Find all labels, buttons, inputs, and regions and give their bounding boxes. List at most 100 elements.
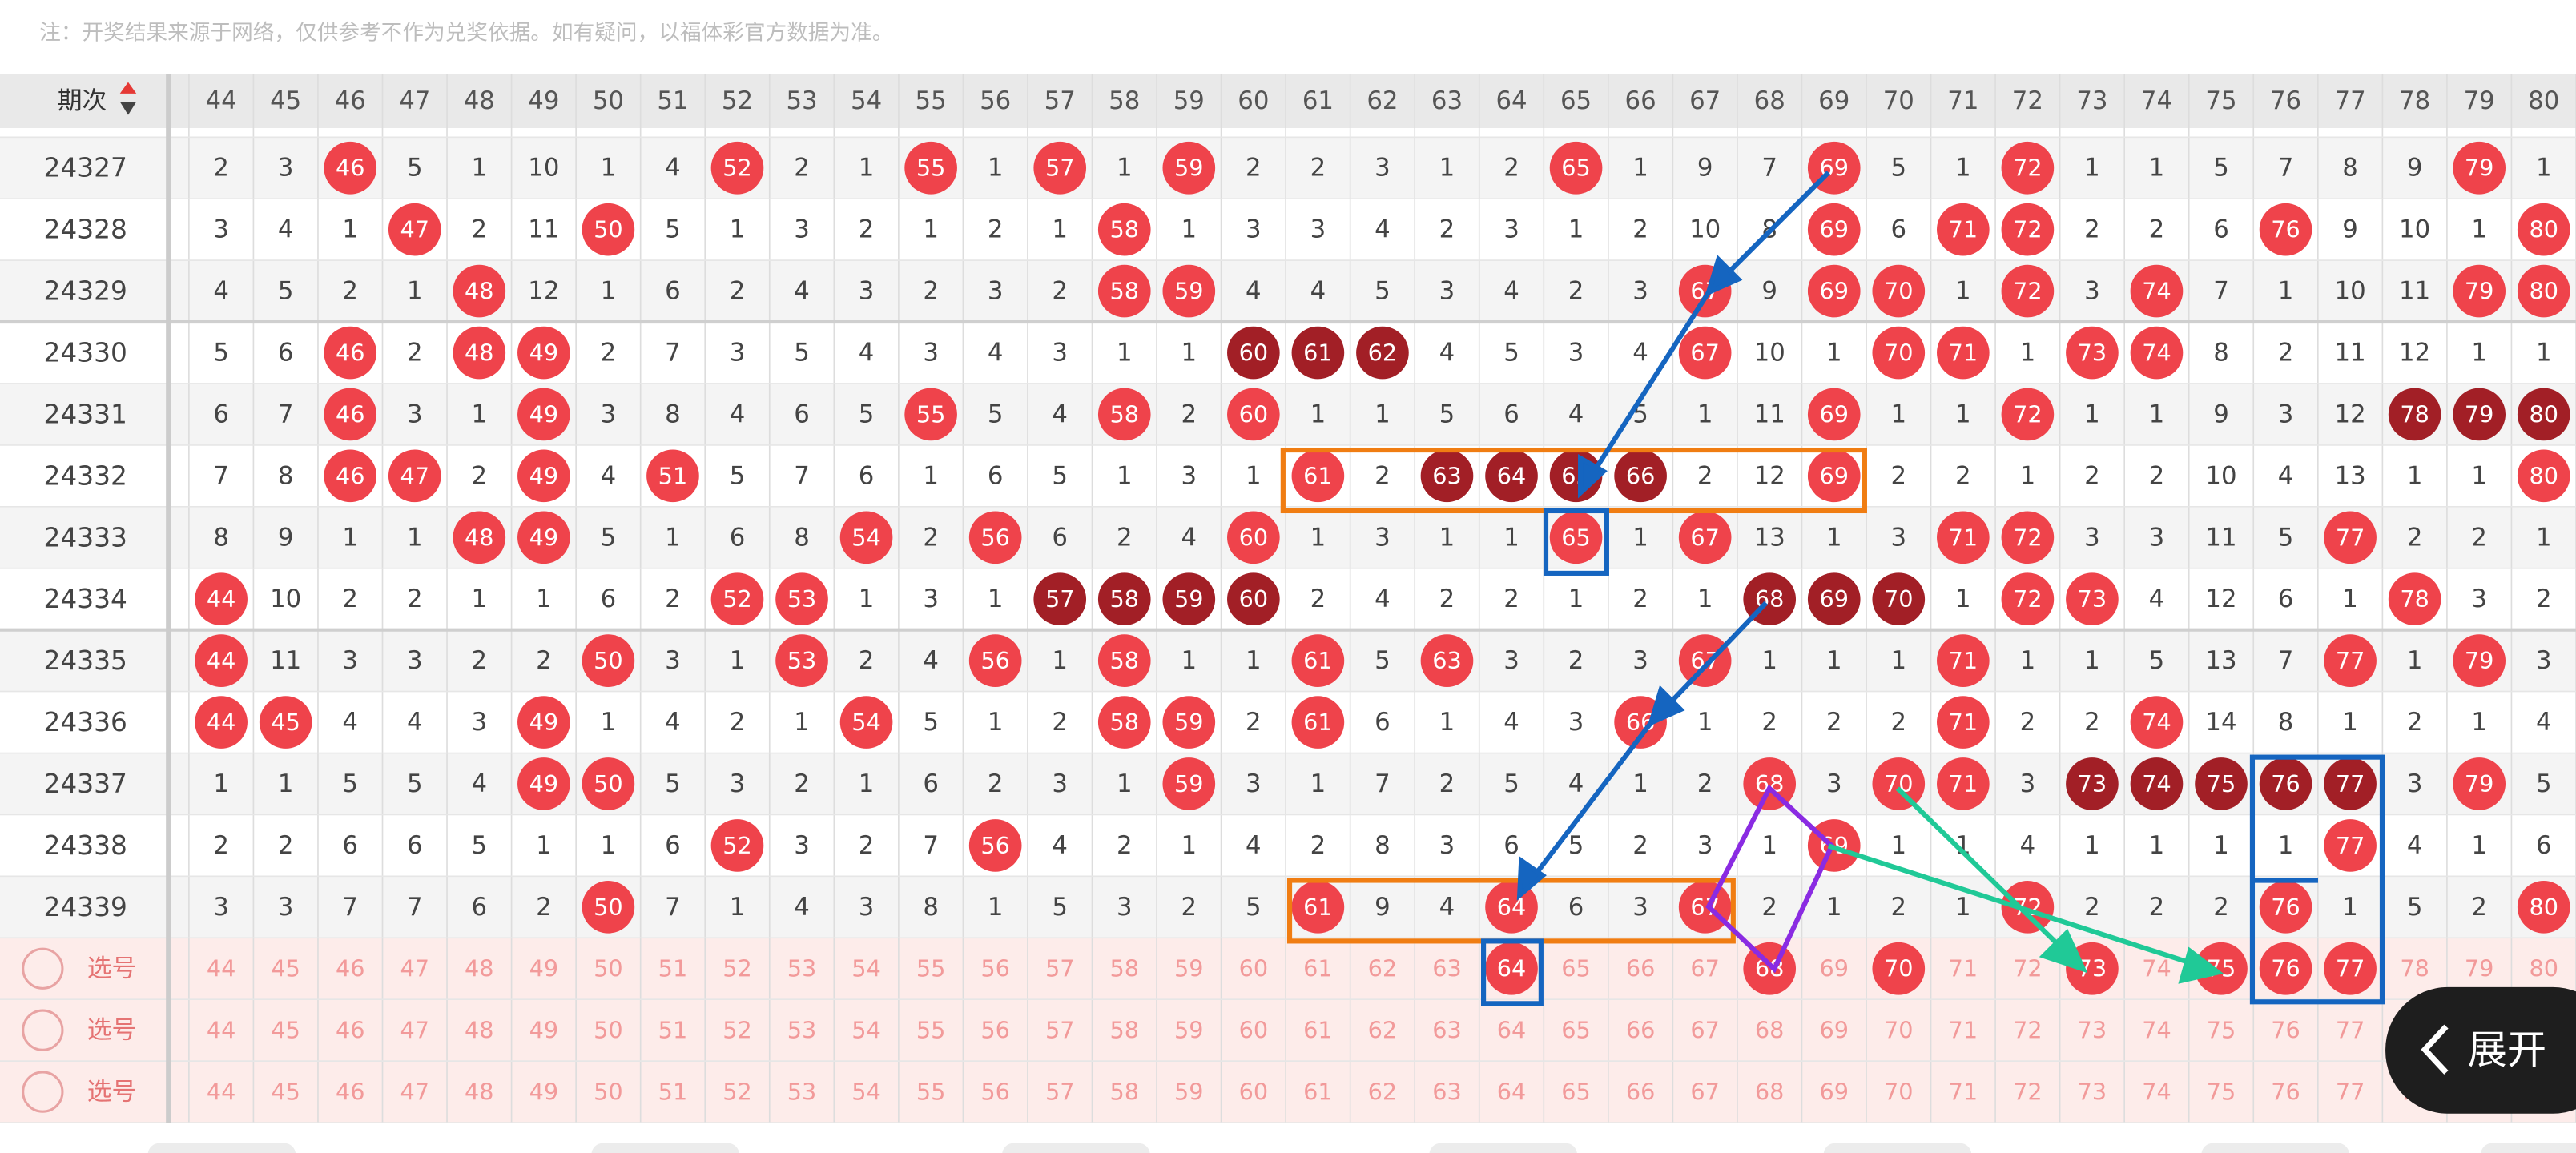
- select-number[interactable]: 72: [2013, 955, 2043, 982]
- select-number[interactable]: 66: [1626, 955, 1656, 982]
- select-number[interactable]: 57: [1045, 1079, 1075, 1106]
- select-number[interactable]: 67: [1690, 1017, 1720, 1044]
- select-number[interactable]: 45: [271, 1079, 300, 1106]
- select-number[interactable]: 60: [1239, 1017, 1269, 1044]
- expand-label[interactable]: 展开: [2468, 1026, 2546, 1073]
- select-number[interactable]: 76: [2271, 1017, 2300, 1044]
- select-number[interactable]: 45: [271, 1017, 300, 1044]
- select-number[interactable]: 75: [2207, 1079, 2236, 1106]
- select-number[interactable]: 49: [529, 1079, 559, 1106]
- select-number[interactable]: 51: [658, 1079, 688, 1106]
- select-number[interactable]: 49: [529, 955, 559, 982]
- select-number[interactable]: 74: [2142, 955, 2171, 982]
- select-number[interactable]: 47: [400, 1017, 430, 1044]
- select-number[interactable]: 74: [2142, 1079, 2171, 1106]
- select-number[interactable]: 48: [465, 955, 494, 982]
- select-number[interactable]: 58: [1109, 955, 1139, 982]
- select-number[interactable]: 58: [1109, 1079, 1139, 1106]
- select-number[interactable]: 59: [1174, 1017, 1204, 1044]
- select-number[interactable]: 47: [400, 1079, 430, 1106]
- select-number[interactable]: 70: [1884, 1079, 1914, 1106]
- select-number[interactable]: 51: [658, 1017, 688, 1044]
- select-number[interactable]: 46: [336, 955, 365, 982]
- select-number[interactable]: 72: [2013, 1079, 2043, 1106]
- select-number[interactable]: 69: [1819, 1017, 1849, 1044]
- select-number[interactable]: 77: [2336, 1017, 2365, 1044]
- select-number[interactable]: 79: [2465, 955, 2494, 982]
- select-number[interactable]: 64: [1497, 1017, 1527, 1044]
- select-number[interactable]: 66: [1626, 1017, 1656, 1044]
- select-number[interactable]: 44: [207, 1017, 236, 1044]
- select-number[interactable]: 48: [465, 1079, 494, 1106]
- select-number[interactable]: 46: [336, 1017, 365, 1044]
- select-number[interactable]: 53: [787, 1079, 817, 1106]
- select-number[interactable]: 69: [1819, 1079, 1849, 1106]
- select-number[interactable]: 75: [2207, 1017, 2236, 1044]
- select-number[interactable]: 68: [1755, 1017, 1785, 1044]
- select-number[interactable]: 61: [1303, 1017, 1333, 1044]
- select-number[interactable]: 60: [1239, 955, 1269, 982]
- select-number[interactable]: 76: [2259, 942, 2312, 995]
- select-number[interactable]: 62: [1368, 1079, 1398, 1106]
- select-number[interactable]: 68: [1755, 1079, 1785, 1106]
- select-number[interactable]: 58: [1109, 1017, 1139, 1044]
- select-number[interactable]: 65: [1561, 1017, 1591, 1044]
- select-number[interactable]: 64: [1497, 1079, 1527, 1106]
- select-number[interactable]: 64: [1485, 942, 1538, 995]
- select-number[interactable]: 70: [1884, 1017, 1914, 1044]
- select-number[interactable]: 54: [851, 1079, 881, 1106]
- select-number[interactable]: 56: [980, 1017, 1010, 1044]
- select-number[interactable]: 62: [1368, 955, 1398, 982]
- select-number[interactable]: 66: [1626, 1079, 1656, 1106]
- select-number[interactable]: 80: [2529, 955, 2558, 982]
- select-number[interactable]: 45: [271, 955, 300, 982]
- select-number[interactable]: 71: [1949, 955, 1978, 982]
- select-number[interactable]: 71: [1949, 1079, 1978, 1106]
- select-number[interactable]: 57: [1045, 955, 1075, 982]
- select-number[interactable]: 50: [594, 1079, 623, 1106]
- expand-button-bg[interactable]: [2385, 986, 2576, 1114]
- select-number[interactable]: 55: [916, 955, 946, 982]
- select-number[interactable]: 46: [336, 1079, 365, 1106]
- select-number[interactable]: 48: [465, 1017, 494, 1044]
- select-number[interactable]: 57: [1045, 1017, 1075, 1044]
- select-number[interactable]: 56: [980, 1079, 1010, 1106]
- select-number[interactable]: 52: [722, 1079, 752, 1106]
- select-number[interactable]: 56: [980, 955, 1010, 982]
- select-number[interactable]: 69: [1819, 955, 1849, 982]
- select-number[interactable]: 49: [529, 1017, 559, 1044]
- select-number[interactable]: 76: [2271, 1079, 2300, 1106]
- select-number[interactable]: 73: [2078, 1017, 2107, 1044]
- select-number[interactable]: 72: [2013, 1017, 2043, 1044]
- select-number[interactable]: 50: [594, 955, 623, 982]
- select-number[interactable]: 52: [722, 955, 752, 982]
- select-number[interactable]: 62: [1368, 1017, 1398, 1044]
- select-number[interactable]: 63: [1432, 1079, 1462, 1106]
- select-number[interactable]: 47: [400, 955, 430, 982]
- select-number[interactable]: 61: [1303, 1079, 1333, 1106]
- select-number[interactable]: 65: [1561, 1079, 1591, 1106]
- select-number[interactable]: 60: [1239, 1079, 1269, 1106]
- select-number[interactable]: 53: [787, 955, 817, 982]
- select-number[interactable]: 65: [1561, 955, 1591, 982]
- select-number[interactable]: 71: [1949, 1017, 1978, 1044]
- select-number[interactable]: 59: [1174, 955, 1204, 982]
- select-number[interactable]: 73: [2078, 1079, 2107, 1106]
- expand-button[interactable]: 展开: [2385, 986, 2576, 1114]
- select-number[interactable]: 54: [851, 1017, 881, 1044]
- select-number[interactable]: 63: [1432, 955, 1462, 982]
- select-number[interactable]: 77: [2324, 942, 2377, 995]
- select-number[interactable]: 61: [1303, 955, 1333, 982]
- select-number[interactable]: 75: [2195, 942, 2248, 995]
- select-number[interactable]: 44: [207, 1079, 236, 1106]
- select-number[interactable]: 70: [1872, 942, 1926, 995]
- select-number[interactable]: 53: [787, 1017, 817, 1044]
- select-number[interactable]: 59: [1174, 1079, 1204, 1106]
- select-number[interactable]: 54: [851, 955, 881, 982]
- select-number[interactable]: 67: [1690, 955, 1720, 982]
- select-number[interactable]: 63: [1432, 1017, 1462, 1044]
- select-number[interactable]: 55: [916, 1017, 946, 1044]
- select-number[interactable]: 74: [2142, 1017, 2171, 1044]
- select-number[interactable]: 67: [1690, 1079, 1720, 1106]
- select-number[interactable]: 52: [722, 1017, 752, 1044]
